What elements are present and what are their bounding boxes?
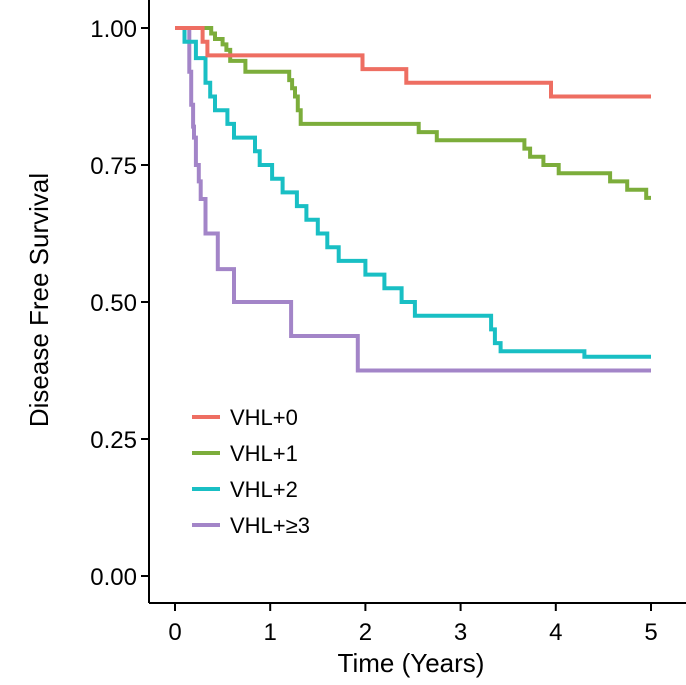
y-axis-title: Disease Free Survival <box>24 173 54 427</box>
series-layer <box>175 26 651 373</box>
x-axis-title: Time (Years) <box>338 648 485 678</box>
legend-label: VHL+2 <box>230 477 298 502</box>
y-tick-label: 0.25 <box>90 427 137 454</box>
series-line-2 <box>175 26 651 200</box>
legend-label: VHL+≥3 <box>230 513 310 538</box>
legend-label: VHL+1 <box>230 441 298 466</box>
y-tick-label: 0.00 <box>90 564 137 591</box>
legend: VHL+0 VHL+1 VHL+2 VHL+≥3 <box>192 405 310 538</box>
x-tick-label: 5 <box>644 619 657 646</box>
y-tick-label: 1.00 <box>90 16 137 43</box>
legend-label: VHL+0 <box>230 405 298 430</box>
y-tick-label: 0.75 <box>90 153 137 180</box>
x-tick-label: 3 <box>454 619 467 646</box>
series-line-1 <box>175 26 651 99</box>
y-tick-label: 0.50 <box>90 290 137 317</box>
ticks-layer: 0 1 2 3 4 5 0.00 0.25 0.50 0.75 1.00 <box>90 16 657 646</box>
x-tick-label: 0 <box>168 619 181 646</box>
x-tick-label: 2 <box>359 619 372 646</box>
x-tick-label: 4 <box>549 619 562 646</box>
series-line-4 <box>175 26 651 373</box>
x-tick-label: 1 <box>264 619 277 646</box>
series-line-3 <box>175 26 651 359</box>
